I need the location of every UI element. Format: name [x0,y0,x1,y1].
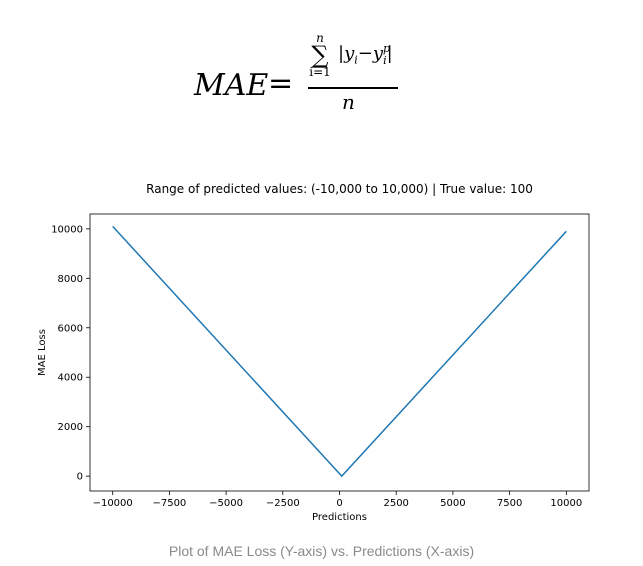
mae-formula: MAE = n ∑ i=1 |yi−ypi| n [190,28,450,128]
formula-denominator: n [342,90,355,114]
numerator-close: | [386,43,393,64]
x-tick-label: −10000 [93,498,133,509]
numerator-open: |y [338,43,355,64]
x-axis-label: Predictions [312,512,367,523]
x-tick-label: −7500 [152,498,186,509]
formula-equals: = [268,66,294,101]
series-line [112,225,567,478]
numerator-sub-i: i [354,53,358,67]
numerator-sub-i2: i [383,53,387,67]
mae-loss-chart: Range of predicted values: (-10,000 to 1… [37,182,590,523]
plot-frame [89,213,590,492]
x-tick-label: −2500 [266,498,300,509]
x-tick-label: 10000 [550,498,582,509]
formula-summation: n ∑ i=1 [308,32,332,79]
x-tick-label: 2500 [383,498,408,509]
sum-symbol: ∑ [311,41,329,69]
formula-numerator: |yi−ypi| [338,42,393,67]
x-tick-label: 0 [336,498,342,509]
fraction-bar [308,87,398,89]
x-tick-label: −5000 [209,498,243,509]
x-tick-label: 7500 [497,498,522,509]
y-tick-label: 6000 [58,323,83,334]
y-tick-label: 8000 [58,274,83,285]
y-tick-label: 4000 [58,373,83,384]
y-tick-label: 10000 [51,224,83,235]
y-tick-label: 0 [77,472,83,483]
y-tick-label: 2000 [58,422,83,433]
x-tick-label: 5000 [440,498,465,509]
sum-upper-limit: n [316,31,324,45]
figure-caption: Plot of MAE Loss (Y-axis) vs. Prediction… [168,543,475,559]
sum-lower-limit: i=1 [309,65,331,79]
numerator-sup-p: p [383,42,391,55]
numerator-minus: −y [357,43,384,64]
y-axis-label: MAE Loss [37,329,48,376]
chart-title: Range of predicted values: (-10,000 to 1… [146,182,533,196]
formula-lhs: MAE [194,68,269,103]
